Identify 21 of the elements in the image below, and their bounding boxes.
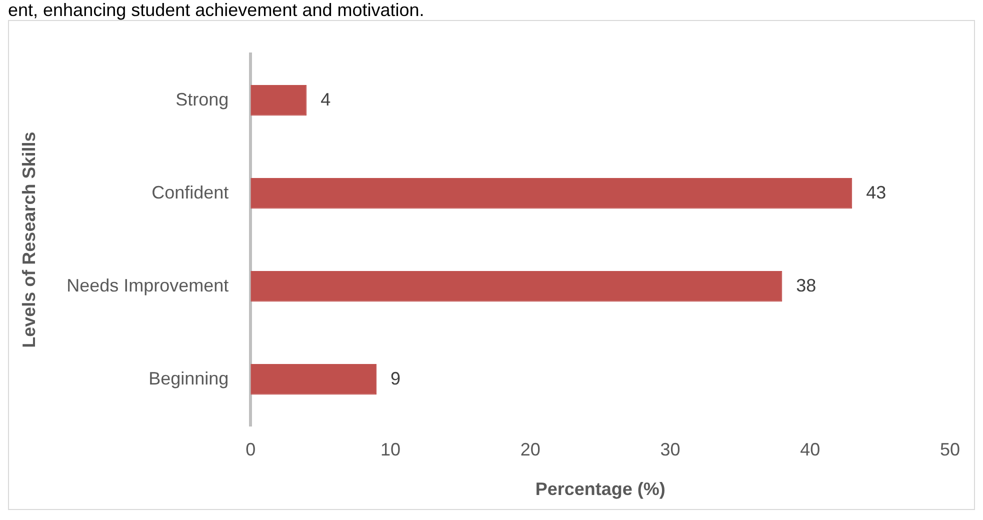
data-label: 9 [390, 368, 401, 388]
x-tick-label: 10 [380, 440, 401, 460]
x-tick-label: 50 [940, 440, 960, 460]
y-tick-label: Confident [152, 182, 229, 202]
bar [250, 270, 782, 302]
text: ent, enhancing student achievement and motivation. [8, 0, 426, 20]
y-axis-title: Levels of Research Skills [18, 132, 39, 348]
y-tick-label: Beginning [148, 368, 229, 388]
bar [250, 84, 307, 116]
x-axis-title: Percentage (%) [535, 479, 666, 500]
x-tick-label: 20 [520, 440, 540, 460]
data-label: 43 [866, 182, 886, 202]
x-tick-label: 0 [246, 440, 256, 460]
y-tick-label: Needs Improvement [66, 275, 229, 296]
y-tick-label: Strong [176, 89, 229, 110]
data-label: 38 [796, 275, 816, 296]
bar [250, 364, 377, 395]
bar [250, 178, 852, 209]
data-label: 4 [320, 89, 331, 110]
x-tick-label: 30 [660, 440, 680, 460]
x-tick-label: 40 [800, 440, 820, 460]
